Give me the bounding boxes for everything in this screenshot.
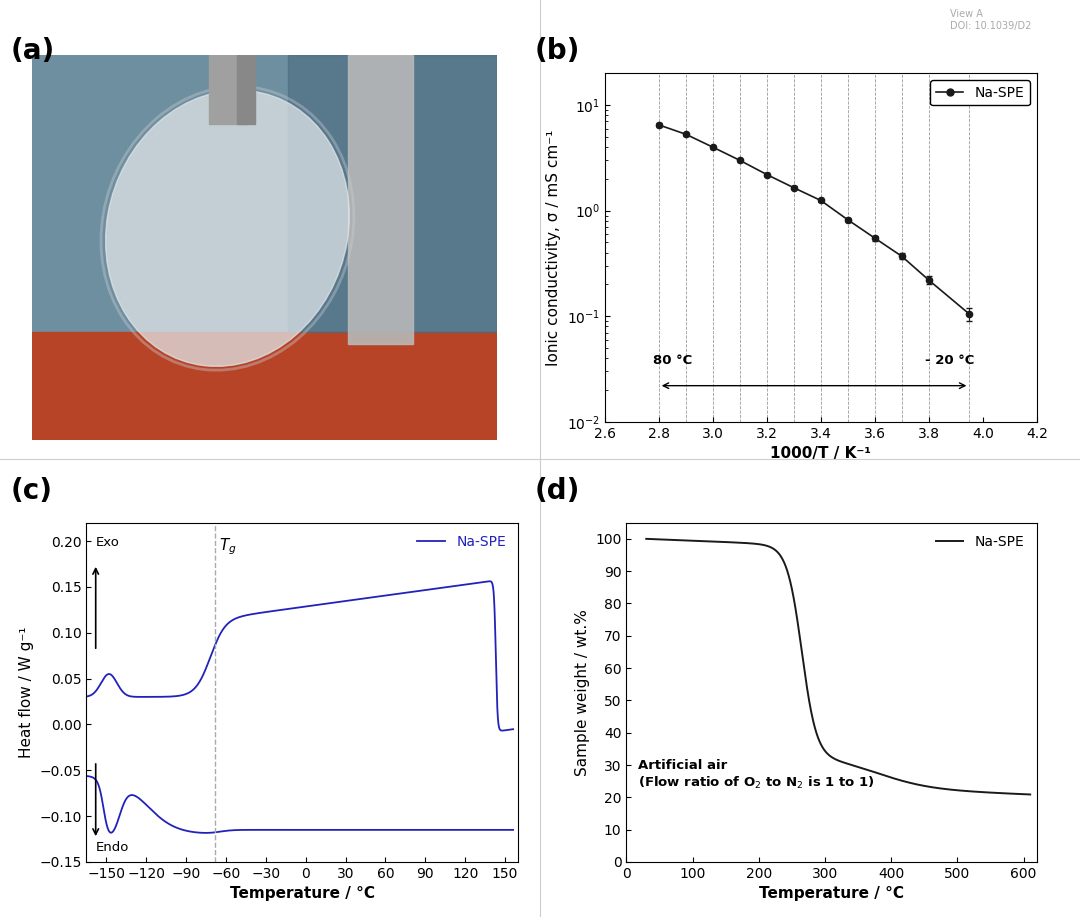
Text: (b): (b): [535, 37, 580, 65]
Text: Artificial air
(Flow ratio of O$_2$ to N$_2$ is 1 to 1): Artificial air (Flow ratio of O$_2$ to N…: [638, 759, 875, 790]
Y-axis label: Ionic conductivity, σ / mS cm⁻¹: Ionic conductivity, σ / mS cm⁻¹: [546, 129, 562, 366]
Y-axis label: Heat flow / W g⁻¹: Heat flow / W g⁻¹: [18, 626, 33, 758]
Text: $T_g$: $T_g$: [219, 536, 237, 557]
Bar: [208, 55, 246, 125]
Bar: [237, 55, 255, 125]
Text: Endo: Endo: [96, 841, 130, 854]
X-axis label: Temperature / °C: Temperature / °C: [230, 887, 375, 901]
Legend: Na-SPE: Na-SPE: [930, 81, 1030, 105]
Ellipse shape: [106, 91, 349, 366]
Bar: [287, 55, 497, 332]
Legend: Na-SPE: Na-SPE: [930, 530, 1030, 555]
Text: - 20 °C: - 20 °C: [926, 354, 975, 367]
Y-axis label: Sample weight / wt.%: Sample weight / wt.%: [575, 609, 590, 776]
Bar: [32, 332, 497, 440]
Text: (d): (d): [535, 477, 580, 505]
X-axis label: 1000/T / K⁻¹: 1000/T / K⁻¹: [770, 447, 872, 461]
Text: (a): (a): [11, 37, 55, 65]
X-axis label: Temperature / °C: Temperature / °C: [759, 887, 904, 901]
Text: 80 °C: 80 °C: [653, 354, 692, 367]
Legend: Na-SPE: Na-SPE: [411, 530, 512, 555]
Bar: [348, 55, 414, 344]
Text: (c): (c): [11, 477, 53, 505]
Text: View A
DOI: 10.1039/D2: View A DOI: 10.1039/D2: [950, 9, 1031, 31]
Text: Exo: Exo: [96, 536, 120, 549]
